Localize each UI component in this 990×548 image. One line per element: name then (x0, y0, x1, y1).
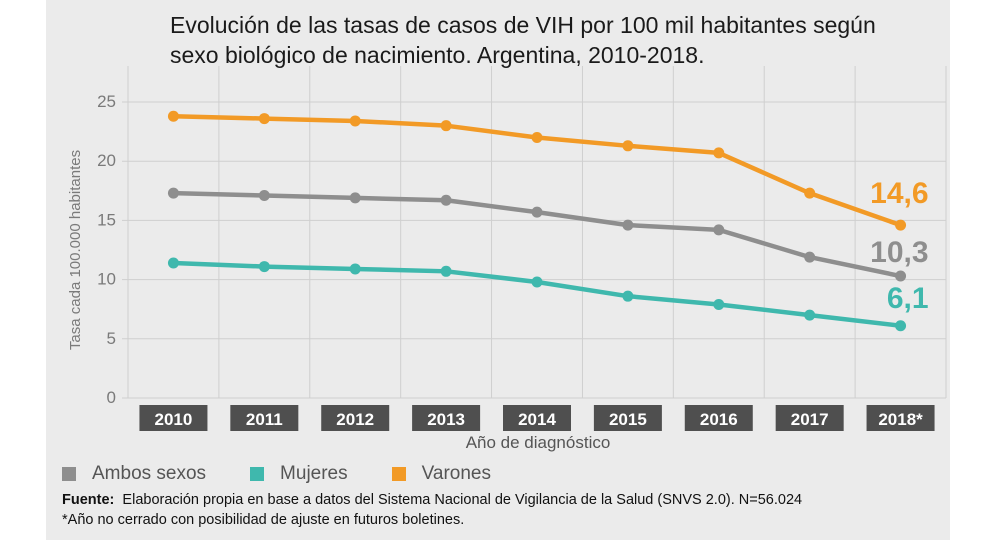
data-point-varones (895, 219, 907, 231)
data-point-ambos-sexos (804, 251, 816, 263)
legend-swatch (391, 467, 406, 481)
footer: Fuente: Elaboración propia en base a dat… (62, 490, 802, 530)
data-point-mujeres (804, 309, 816, 321)
x-tick-box (775, 405, 844, 431)
source-label: Fuente: (62, 492, 115, 508)
footnote: *Año no cerrado con posibilidad de ajust… (62, 512, 465, 528)
x-tick-box (684, 405, 753, 431)
data-point-ambos-sexos (167, 187, 179, 199)
data-point-ambos-sexos (349, 192, 361, 204)
data-point-ambos-sexos (713, 224, 725, 236)
legend-label: Varones (421, 463, 491, 484)
chart-panel (46, 0, 950, 540)
legend-item-mujeres: Mujeres (250, 463, 348, 485)
x-tick-box (412, 405, 481, 431)
legend-label: Ambos sexos (92, 463, 207, 484)
data-point-varones (622, 140, 634, 152)
data-point-mujeres (167, 257, 179, 269)
y-tick-label: 5 (107, 329, 116, 348)
data-point-mujeres (258, 261, 270, 273)
x-tick-box (321, 405, 390, 431)
y-tick-label: 10 (97, 270, 116, 289)
data-point-mujeres (349, 263, 361, 275)
x-tick-label: 2015 (609, 410, 647, 429)
x-tick-label: 2012 (336, 410, 374, 429)
x-tick-box (503, 405, 571, 431)
x-tick-box (230, 405, 299, 431)
data-point-varones (349, 115, 361, 127)
source-text: Elaboración propia en base a datos del S… (122, 492, 803, 508)
end-value-label-varones: 14,6 (870, 177, 928, 210)
legend-swatch (250, 467, 265, 481)
x-tick-label: 2013 (427, 410, 465, 429)
chart-title: Evolución de las tasas de casos de VIH p… (170, 12, 876, 68)
legend-label: Mujeres (280, 463, 348, 484)
x-tick-label: 2017 (791, 410, 829, 429)
y-tick-label: 25 (97, 92, 116, 111)
data-point-varones (804, 187, 816, 199)
x-axis-label: Año de diagnóstico (466, 433, 611, 452)
x-tick-label: 2018* (878, 410, 923, 429)
data-point-varones (531, 132, 543, 144)
legend: Ambos sexos Mujeres Varones (62, 462, 535, 486)
legend-swatch (62, 467, 76, 481)
data-point-mujeres (713, 298, 725, 310)
data-point-mujeres (895, 320, 907, 332)
end-value-label-mujeres: 6,1 (887, 282, 929, 315)
end-value-label-ambos-sexos: 10,3 (870, 236, 928, 269)
data-point-varones (440, 120, 452, 132)
x-tick-label: 2014 (518, 410, 556, 429)
x-tick-label: 2010 (155, 410, 193, 429)
y-tick-label: 15 (97, 210, 116, 229)
data-point-mujeres (440, 265, 452, 277)
data-point-varones (167, 110, 179, 122)
data-point-mujeres (622, 290, 634, 302)
data-point-ambos-sexos (258, 190, 270, 202)
data-point-ambos-sexos (531, 206, 543, 218)
series-line-mujeres (171, 260, 903, 329)
x-tick-box (593, 405, 662, 431)
data-point-ambos-sexos (440, 194, 452, 206)
x-tick-box (139, 405, 208, 431)
data-point-ambos-sexos (622, 219, 634, 231)
x-tick-label: 2016 (700, 410, 738, 429)
legend-item-varones: Varones (391, 463, 491, 485)
x-tick-box (866, 405, 935, 431)
y-tick-label: 20 (97, 151, 116, 170)
data-point-varones (258, 113, 270, 125)
data-point-varones (713, 147, 725, 159)
legend-item-ambos-sexos: Ambos sexos (62, 463, 206, 485)
data-point-ambos-sexos (895, 270, 907, 282)
y-tick-label: 0 (107, 388, 116, 407)
series-line-ambos-sexos (171, 190, 903, 279)
x-tick-label: 2011 (246, 410, 283, 429)
data-point-mujeres (531, 276, 543, 288)
y-axis-label: Tasa cada 100.000 habitantes (67, 150, 84, 350)
